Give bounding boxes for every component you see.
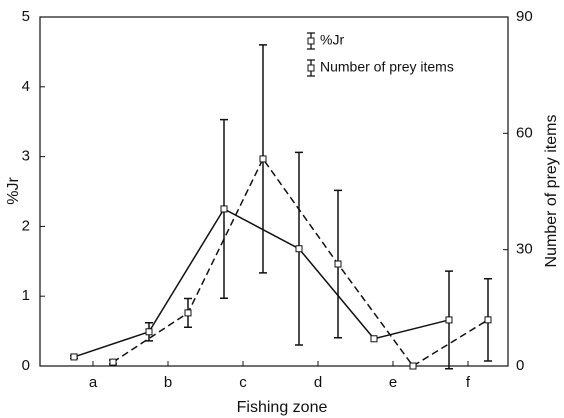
marker <box>109 358 117 366</box>
x-tick-label: b <box>164 374 172 391</box>
y-tick-label: 3 <box>22 148 30 165</box>
series-line <box>112 157 489 368</box>
series-line <box>73 207 450 358</box>
y-tick-label: 1 <box>22 287 30 304</box>
y-tick-label: 4 <box>22 78 30 95</box>
x-tick-label: e <box>389 374 397 391</box>
x-axis-label: Fishing zone <box>237 399 328 416</box>
marker <box>370 335 378 343</box>
marker <box>295 245 303 253</box>
plot-frame <box>39 16 509 367</box>
x-tick-label: f <box>466 374 471 391</box>
y-tick-label: 5 <box>22 8 30 25</box>
y2-tick-label: 60 <box>516 124 533 141</box>
marker <box>445 316 453 324</box>
y2-tick-label: 90 <box>516 8 533 25</box>
y-axis-label: %Jr <box>5 177 22 205</box>
marker <box>220 205 228 213</box>
y-tick-label: 2 <box>22 217 30 234</box>
x-tick-label: d <box>314 374 322 391</box>
legend-marker <box>307 37 315 45</box>
legend-label: Number of prey items <box>320 59 454 75</box>
marker <box>259 155 267 163</box>
y-tick-label: 0 <box>22 357 30 374</box>
marker <box>334 260 342 268</box>
x-tick-label: c <box>239 374 247 391</box>
y2-axis-label: Number of prey items <box>543 115 560 268</box>
x-tick-label: a <box>89 374 98 391</box>
marker <box>409 362 417 370</box>
y2-tick-label: 0 <box>516 357 524 374</box>
marker <box>145 328 153 336</box>
legend-marker <box>307 64 315 72</box>
marker <box>184 309 192 317</box>
marker <box>70 353 78 361</box>
y2-tick-label: 30 <box>516 241 533 258</box>
legend-label: %Jr <box>320 32 344 48</box>
marker <box>484 316 492 324</box>
